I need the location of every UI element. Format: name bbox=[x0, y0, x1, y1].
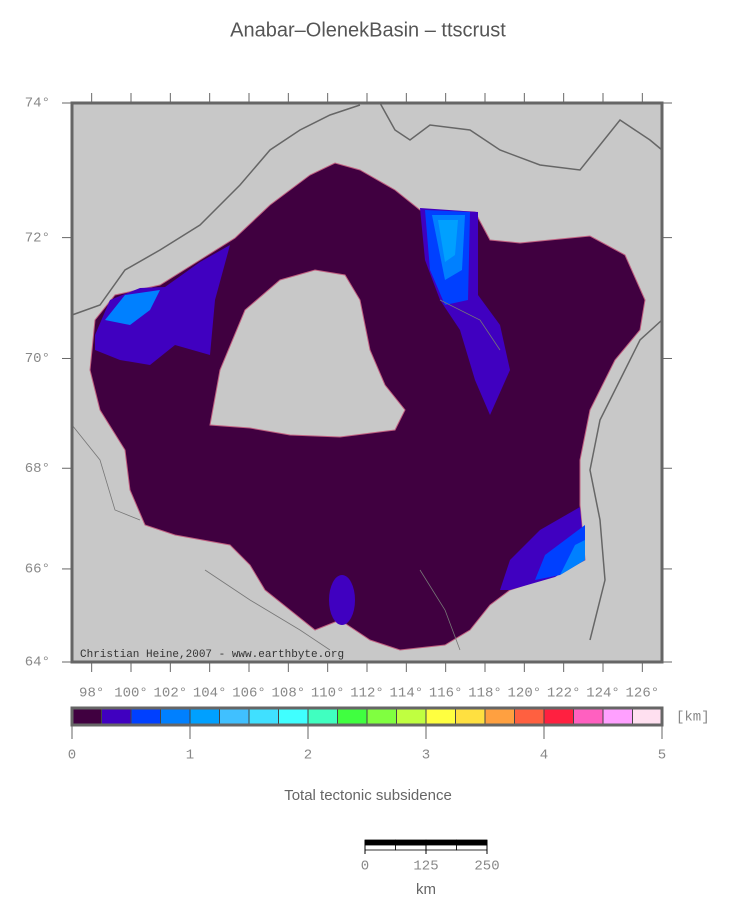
lon-label: 104° bbox=[193, 686, 227, 702]
lat-label: 68° bbox=[25, 461, 50, 477]
scalebar-segment bbox=[456, 844, 488, 851]
colorbar-swatch bbox=[307, 707, 338, 726]
lon-label: 116° bbox=[429, 686, 463, 702]
title: Anabar–OlenekBasin – ttscrust bbox=[230, 19, 506, 41]
scalebar-segment bbox=[395, 844, 427, 851]
colorbar-label: Total tectonic subsidence bbox=[284, 787, 452, 804]
scalebar-segment bbox=[425, 839, 457, 846]
colorbar-unit: [km] bbox=[676, 710, 710, 726]
scalebar-segment bbox=[395, 839, 427, 846]
lon-label: 106° bbox=[232, 686, 266, 702]
colorbar-tick-label: 2 bbox=[304, 748, 312, 764]
map-body: Christian Heine,2007 - www.earthbyte.org bbox=[71, 102, 663, 662]
lat-label: 66° bbox=[25, 562, 50, 578]
colorbar-swatch bbox=[278, 707, 309, 726]
colorbar-swatch bbox=[396, 707, 427, 726]
colorbar-swatch bbox=[366, 707, 397, 726]
contour bbox=[105, 290, 160, 325]
lon-label: 98° bbox=[79, 686, 104, 702]
colorbar-swatch bbox=[514, 707, 545, 726]
colorbar-tick-label: 3 bbox=[422, 748, 430, 764]
lat-label: 72° bbox=[25, 230, 50, 246]
scalebar-label: 250 bbox=[474, 859, 499, 875]
basin-region bbox=[89, 162, 646, 651]
colorbar-tick-label: 5 bbox=[658, 748, 666, 764]
colorbar-swatch bbox=[455, 707, 486, 726]
lon-label: 114° bbox=[390, 686, 424, 702]
scalebar-label: 0 bbox=[361, 859, 369, 875]
lon-label: 120° bbox=[508, 686, 542, 702]
colorbar-swatch bbox=[189, 707, 220, 726]
lat-label: 74° bbox=[25, 96, 50, 112]
lon-label: 100° bbox=[114, 686, 148, 702]
colorbar-tick-label: 1 bbox=[186, 748, 194, 764]
lon-label: 122° bbox=[547, 686, 581, 702]
scalebar-segment bbox=[456, 839, 488, 846]
lon-label: 102° bbox=[154, 686, 188, 702]
colorbar-swatch bbox=[248, 707, 279, 726]
colorbar-swatch bbox=[425, 707, 456, 726]
colorbar-frame bbox=[70, 706, 664, 727]
colorbar-swatch bbox=[101, 707, 132, 726]
colorbar-swatch bbox=[71, 707, 102, 726]
scalebar-segment bbox=[364, 844, 396, 851]
credit: Christian Heine,2007 - www.earthbyte.org bbox=[80, 649, 344, 661]
scalebar-segment bbox=[364, 839, 396, 846]
scalebar-unit: km bbox=[416, 881, 436, 898]
coastlines bbox=[71, 102, 663, 641]
lon-label: 112° bbox=[350, 686, 384, 702]
colorbar-swatch bbox=[543, 707, 574, 726]
colorbar-tick-label: 4 bbox=[540, 748, 548, 764]
colorbar-swatch bbox=[484, 707, 515, 726]
scalebar-label: 125 bbox=[413, 859, 438, 875]
lon-label: 124° bbox=[586, 686, 620, 702]
colorbar-swatch bbox=[160, 707, 191, 726]
lat-label: 70° bbox=[25, 351, 50, 367]
lat-label: 64° bbox=[25, 655, 50, 671]
contour bbox=[329, 575, 355, 625]
lon-label: 126° bbox=[626, 686, 660, 702]
colorbar-tick-label: 0 bbox=[68, 748, 76, 764]
lon-label: 108° bbox=[272, 686, 306, 702]
colorbar-swatch bbox=[632, 707, 663, 726]
lon-label: 110° bbox=[311, 686, 345, 702]
contour bbox=[560, 540, 585, 575]
colorbar-swatch bbox=[337, 707, 368, 726]
colorbar-swatch bbox=[219, 707, 250, 726]
contour bbox=[95, 245, 230, 365]
lon-label: 118° bbox=[468, 686, 502, 702]
colorbar-swatch bbox=[130, 707, 161, 726]
contour bbox=[438, 220, 458, 262]
colorbar-swatch bbox=[573, 707, 604, 726]
colorbar-swatch bbox=[602, 707, 633, 726]
rivers bbox=[71, 299, 501, 651]
scalebar-segment bbox=[425, 844, 457, 851]
